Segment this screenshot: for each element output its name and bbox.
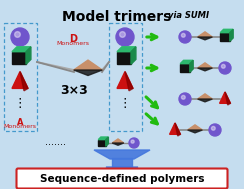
Polygon shape bbox=[198, 94, 213, 99]
Text: .......: ....... bbox=[44, 137, 65, 147]
Polygon shape bbox=[230, 29, 233, 41]
Text: A: A bbox=[17, 118, 23, 127]
Circle shape bbox=[116, 28, 134, 46]
Polygon shape bbox=[112, 143, 124, 145]
Polygon shape bbox=[12, 47, 31, 52]
Circle shape bbox=[219, 62, 231, 74]
Text: Monomers: Monomers bbox=[3, 124, 37, 129]
Circle shape bbox=[129, 138, 139, 148]
Text: ⋮: ⋮ bbox=[14, 97, 26, 110]
Polygon shape bbox=[125, 72, 133, 91]
Circle shape bbox=[221, 64, 225, 68]
Polygon shape bbox=[26, 47, 31, 64]
Polygon shape bbox=[12, 72, 28, 88]
Polygon shape bbox=[180, 64, 190, 72]
Polygon shape bbox=[190, 60, 193, 72]
Polygon shape bbox=[220, 92, 230, 103]
Text: D: D bbox=[69, 34, 77, 44]
Polygon shape bbox=[74, 60, 102, 70]
Circle shape bbox=[209, 124, 221, 136]
Text: Monomers: Monomers bbox=[57, 41, 90, 46]
Text: via SUMI: via SUMI bbox=[168, 11, 209, 20]
Polygon shape bbox=[170, 123, 180, 134]
Polygon shape bbox=[106, 137, 108, 146]
Polygon shape bbox=[106, 167, 138, 176]
Text: Sequence-defined polymers: Sequence-defined polymers bbox=[40, 174, 204, 184]
Polygon shape bbox=[74, 70, 102, 75]
Circle shape bbox=[11, 28, 29, 46]
Circle shape bbox=[181, 33, 185, 37]
Circle shape bbox=[15, 32, 20, 37]
Polygon shape bbox=[20, 72, 28, 91]
Polygon shape bbox=[117, 52, 131, 64]
FancyBboxPatch shape bbox=[17, 169, 227, 188]
Polygon shape bbox=[112, 158, 132, 167]
Polygon shape bbox=[112, 139, 124, 143]
Polygon shape bbox=[198, 32, 213, 37]
Text: 3×3: 3×3 bbox=[60, 84, 88, 97]
Circle shape bbox=[179, 93, 191, 105]
Polygon shape bbox=[98, 140, 106, 146]
Polygon shape bbox=[117, 72, 133, 88]
Polygon shape bbox=[98, 137, 108, 140]
Polygon shape bbox=[188, 125, 203, 130]
Polygon shape bbox=[220, 33, 230, 41]
Circle shape bbox=[131, 140, 134, 143]
Polygon shape bbox=[225, 92, 230, 105]
Polygon shape bbox=[220, 29, 233, 33]
Text: ⋮: ⋮ bbox=[119, 97, 131, 110]
Polygon shape bbox=[175, 123, 180, 136]
Circle shape bbox=[179, 31, 191, 43]
Text: Model trimers: Model trimers bbox=[62, 10, 172, 24]
Circle shape bbox=[211, 126, 215, 130]
Polygon shape bbox=[198, 63, 213, 68]
Polygon shape bbox=[198, 37, 213, 40]
Polygon shape bbox=[180, 60, 193, 64]
Polygon shape bbox=[198, 68, 213, 71]
Polygon shape bbox=[198, 99, 213, 102]
Circle shape bbox=[120, 32, 125, 37]
Circle shape bbox=[181, 95, 185, 99]
Polygon shape bbox=[117, 47, 136, 52]
Polygon shape bbox=[131, 47, 136, 64]
Polygon shape bbox=[12, 52, 26, 64]
Polygon shape bbox=[94, 150, 150, 159]
Polygon shape bbox=[188, 130, 203, 133]
